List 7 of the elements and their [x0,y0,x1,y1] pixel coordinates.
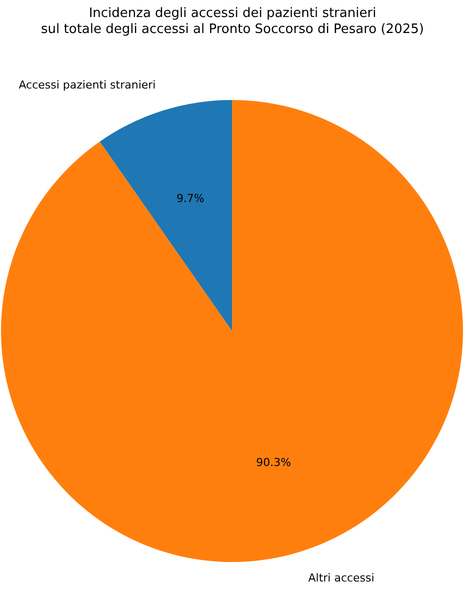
data-label: 9.7% [176,192,204,205]
chart-title: Incidenza degli accessi dei pazienti stranieri sul totale degli accessi al Pronto Soccorso di Pesaro (2025) [41,6,424,37]
data-label: 90.3% [256,456,292,470]
slice-label: Accessi pazienti stranieri [18,78,156,92]
pie-slice [1,100,463,562]
pie-slice [100,100,232,331]
slice-label: Altri accessi [308,571,374,584]
